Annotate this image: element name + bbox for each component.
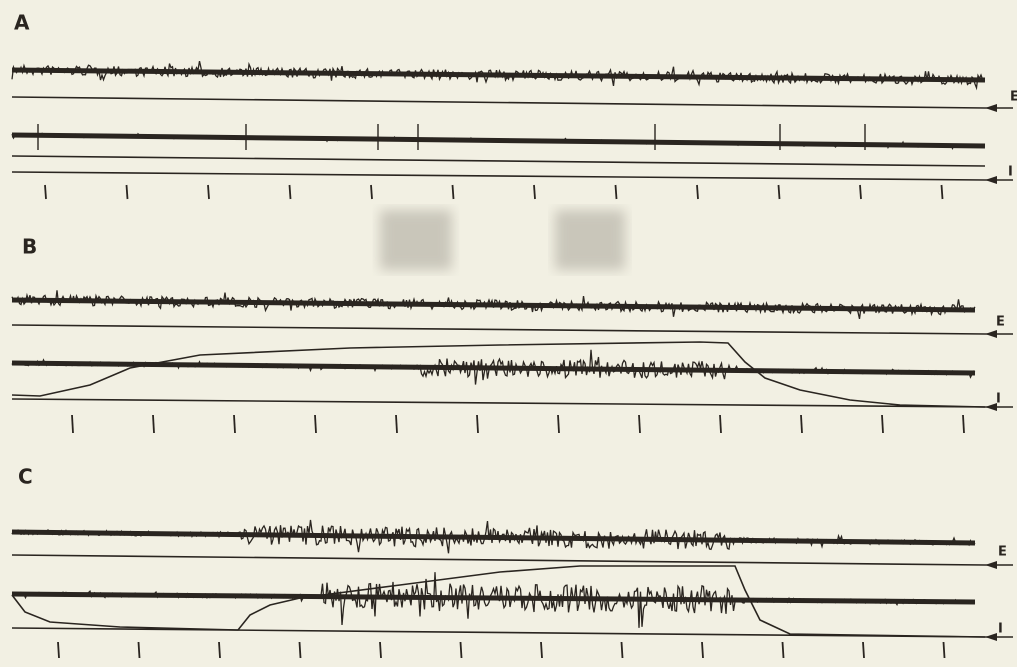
trace-e-base (11, 67, 986, 83)
trace-label: I (996, 392, 1001, 407)
baseline (11, 96, 986, 109)
baseline (57, 641, 60, 659)
baseline (207, 184, 210, 200)
arrow-head (985, 330, 997, 338)
baseline (233, 414, 236, 434)
baseline (218, 641, 221, 659)
baseline (781, 641, 785, 659)
baseline (152, 414, 155, 434)
baseline (533, 184, 536, 200)
baseline (11, 627, 986, 638)
baseline (288, 184, 292, 200)
trace-i-base (11, 360, 976, 376)
baseline (881, 414, 884, 434)
baseline (540, 641, 543, 659)
trace-e (11, 290, 976, 320)
arrow-head (985, 561, 997, 569)
baseline (638, 414, 641, 434)
baseline (11, 324, 986, 335)
baseline (11, 171, 986, 181)
baseline (11, 155, 986, 167)
panel-label: C (18, 465, 33, 489)
trace-label: I (1008, 165, 1013, 180)
baseline (11, 554, 986, 566)
baseline (451, 184, 455, 200)
baseline (379, 641, 382, 659)
baseline (71, 414, 74, 434)
trace-label: I (998, 622, 1003, 637)
baseline (940, 184, 944, 200)
baseline (298, 641, 302, 659)
arrow-head (985, 104, 997, 112)
trace-e-base (11, 529, 976, 546)
baseline (696, 184, 699, 200)
baseline (862, 641, 865, 659)
baseline (620, 641, 624, 659)
trace-i-base (11, 132, 986, 149)
arrow-head (985, 176, 997, 184)
baseline (719, 414, 722, 434)
baseline (800, 414, 803, 434)
baseline (459, 641, 463, 659)
baseline (314, 414, 317, 434)
baseline (125, 184, 129, 200)
baseline (701, 641, 704, 659)
baseline (557, 414, 560, 434)
baseline (395, 414, 398, 434)
trace-i-base (11, 591, 976, 605)
baseline (777, 184, 781, 200)
trace-label: E (998, 545, 1007, 560)
trace-e-base (11, 297, 976, 313)
slow-trace (11, 341, 986, 408)
panel-label: B (22, 235, 37, 259)
baseline (476, 414, 479, 434)
smudge (555, 210, 625, 270)
baseline (11, 398, 986, 408)
baseline (614, 184, 618, 200)
trace-label: E (1010, 90, 1017, 105)
slow-trace (11, 565, 986, 638)
arrow-head (985, 403, 997, 411)
baseline (962, 414, 965, 434)
arrow-head (985, 633, 997, 641)
panel-label: A (14, 11, 30, 35)
baseline (942, 641, 946, 659)
baseline (44, 184, 47, 200)
baseline (370, 184, 373, 200)
baseline (859, 184, 862, 200)
baseline (137, 641, 141, 659)
trace-label: E (996, 315, 1005, 330)
smudge (380, 210, 452, 270)
